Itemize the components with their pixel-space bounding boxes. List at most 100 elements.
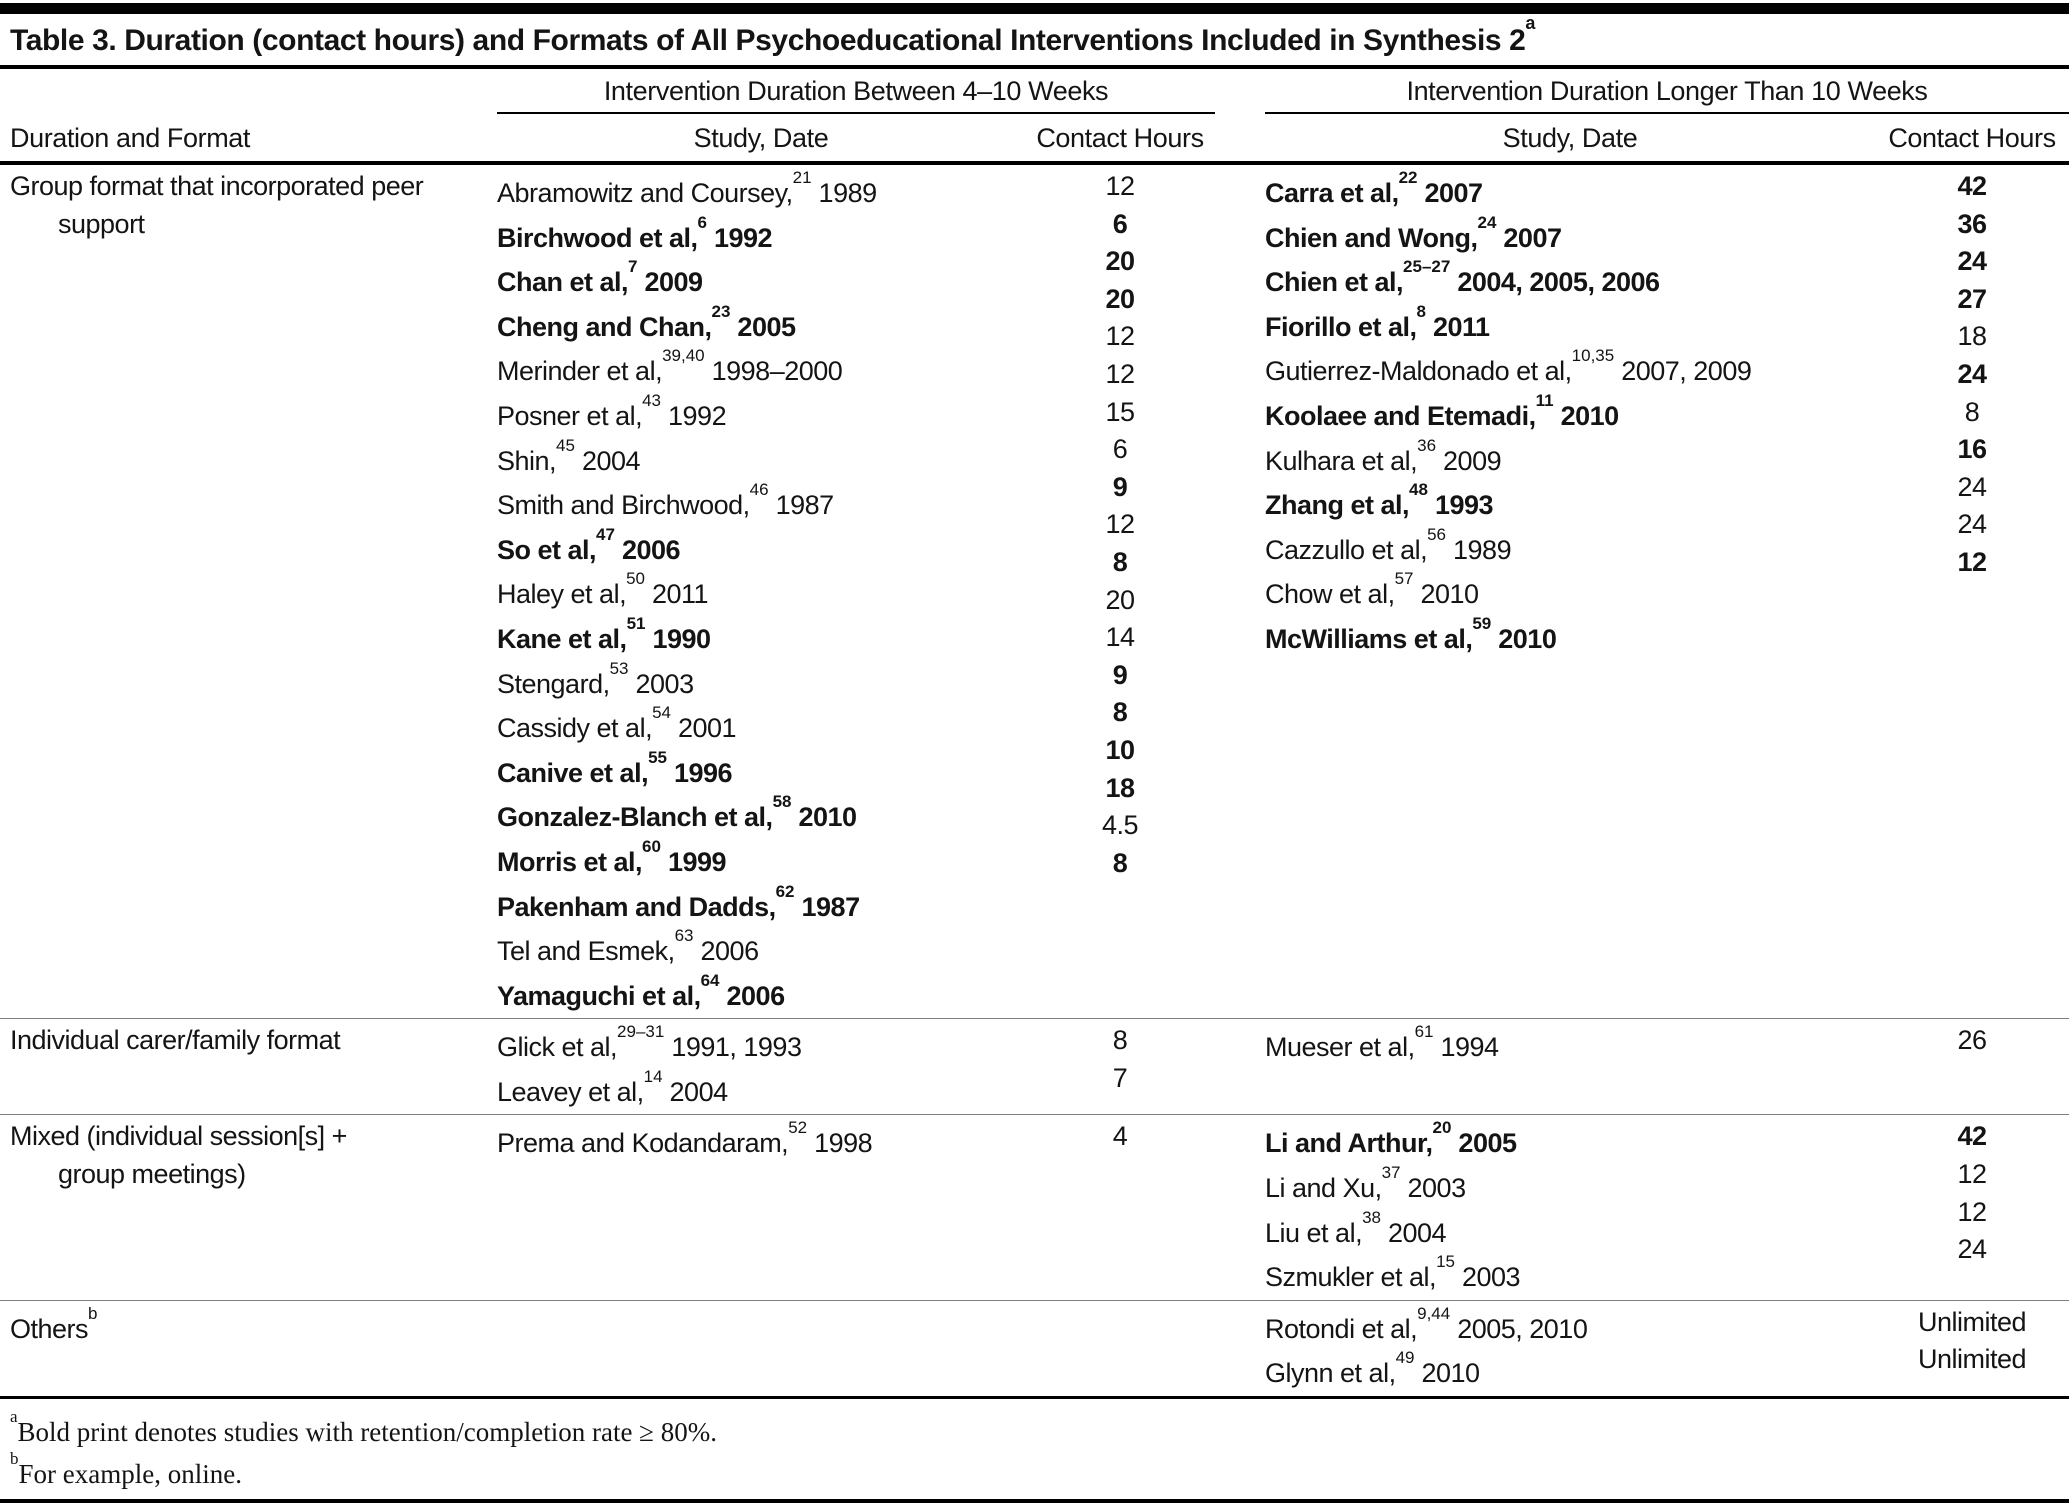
reference-superscript: 47 <box>596 524 615 544</box>
contact-hours-value: 8 <box>1112 847 1128 878</box>
contact-hours-value: 42 <box>1957 1121 1987 1152</box>
reference-superscript: 38 <box>1362 1207 1381 1227</box>
study-entry: Glynn et al,49 2010 <box>1265 1348 1480 1389</box>
study-date-cell-group1 <box>497 1304 1025 1393</box>
contact-hours-value: 12 <box>1957 1159 1987 1190</box>
contact-hours-value: 6 <box>1112 434 1128 465</box>
contact-hours-value: 20 <box>1105 246 1135 277</box>
reference-superscript: 64 <box>700 970 720 990</box>
footnote-a: aBold print denotes studies with retenti… <box>10 1406 2059 1450</box>
study-entry: Chow et al,57 2010 <box>1265 569 1479 610</box>
study-entry: Cazzullo et al,56 1989 <box>1265 524 1512 565</box>
table-title: Table 3. Duration (contact hours) and Fo… <box>10 13 1535 57</box>
study-entry: Mueser et al,61 1994 <box>1265 1022 1499 1063</box>
contact-hours-value: 12 <box>1957 546 1987 577</box>
reference-superscript: 60 <box>642 836 661 856</box>
column-gap <box>1215 1022 1265 1111</box>
reference-superscript: 54 <box>652 703 671 723</box>
study-entry: So et al,47 2006 <box>497 524 681 565</box>
reference-superscript: 48 <box>1409 480 1428 500</box>
footnote-a-marker: a <box>10 1406 18 1426</box>
contact-hours-value: 8 <box>1112 1025 1128 1056</box>
format-line: support <box>58 208 145 239</box>
format-cell: Group format that incorporated peer suppo… <box>0 168 497 1015</box>
footnote-b-text: For example, online. <box>18 1458 242 1489</box>
column-header-row: Duration and Format Study, Date Contact … <box>0 114 2069 161</box>
reference-superscript: 9,44 <box>1417 1303 1451 1323</box>
study-entry: Glick et al,29–31 1991, 1993 <box>497 1022 802 1063</box>
study-date-cell-group1: Prema and Kodandaram,52 1998 <box>497 1118 1025 1296</box>
reference-superscript: 46 <box>749 480 769 500</box>
reference-superscript: 56 <box>1427 524 1447 544</box>
study-entry: Shin,45 2004 <box>497 435 641 476</box>
contact-hours-cell-group1: 4 <box>1025 1118 1215 1296</box>
title-rule <box>0 65 2069 69</box>
table-title-text: Table 3. Duration (contact hours) and Fo… <box>10 24 1526 57</box>
contact-hours-value: 8 <box>1964 396 1980 427</box>
reference-superscript: 62 <box>775 881 795 901</box>
reference-superscript: 49 <box>1395 1348 1415 1368</box>
study-entry: Chan et al,7 2009 <box>497 257 703 298</box>
contact-hours-cell-group1 <box>1025 1304 1215 1393</box>
contact-hours-value: 24 <box>1957 509 1987 540</box>
format-line: Mixed (individual session[s] + <box>10 1121 347 1152</box>
reference-superscript: 36 <box>1417 435 1437 455</box>
contact-hours-value: 12 <box>1105 358 1135 389</box>
study-entry: Leavey et al,14 2004 <box>497 1066 728 1107</box>
reference-superscript: 52 <box>788 1118 808 1138</box>
reference-superscript: 29–31 <box>617 1022 665 1042</box>
column-header-study-date-2: Study, Date <box>1502 123 1638 153</box>
format-cell: Mixed (individual session[s] + group meet… <box>0 1118 497 1296</box>
top-black-bar <box>0 3 2069 14</box>
reference-superscript: 43 <box>642 390 662 410</box>
reference-superscript: 22 <box>1398 168 1418 187</box>
contact-hours-value: 6 <box>1112 208 1128 239</box>
study-entry: Chien et al,25–27 2004, 2005, 2006 <box>1265 257 1660 298</box>
study-entry: Szmukler et al,15 2003 <box>1265 1252 1521 1293</box>
study-date-cell-group1: Abramowitz and Coursey,21 1989 Birchwood … <box>497 168 1025 1015</box>
column-gap <box>1215 1118 1265 1296</box>
study-entry: Cassidy et al,54 2001 <box>497 703 737 744</box>
study-entry: Pakenham and Dadds,62 1987 <box>497 881 860 922</box>
contact-hours-value: 20 <box>1105 283 1135 314</box>
format-line: group meetings) <box>58 1159 246 1190</box>
contact-hours-value: 24 <box>1957 1234 1987 1265</box>
study-date-cell-group2: Mueser et al,61 1994 <box>1265 1022 1875 1111</box>
format-footnote-marker: b <box>88 1303 98 1323</box>
contact-hours-value: 24 <box>1957 471 1987 502</box>
contact-hours-cell-group2: Unlimited Unlimited <box>1875 1304 2069 1393</box>
reference-superscript: 58 <box>772 792 792 812</box>
study-entry: Chien and Wong,24 2007 <box>1265 212 1562 253</box>
study-entry: Stengard,53 2003 <box>497 658 694 699</box>
contact-hours-value: 8 <box>1112 697 1128 728</box>
study-entry: Haley et al,50 2011 <box>497 569 709 610</box>
study-date-cell-group2: Rotondi et al,9,44 2005, 2010 Glynn et al… <box>1265 1304 1875 1393</box>
study-entry: Carra et al,22 2007 <box>1265 168 1483 208</box>
column-header-study-date-1: Study, Date <box>693 123 829 153</box>
reference-superscript: 11 <box>1535 390 1554 410</box>
contact-hours-value: 12 <box>1957 1196 1987 1227</box>
column-gap <box>1215 1304 1265 1393</box>
format-line: Othersb <box>10 1303 98 1344</box>
study-entry: Fiorillo et al,8 2011 <box>1265 301 1490 342</box>
contact-hours-value: 27 <box>1957 283 1987 314</box>
study-entry: Cheng and Chan,23 2005 <box>497 301 796 342</box>
contact-hours-cell-group1: 12 6 20 20 12 12 15 6 9 12 8 20 14 9 8 10 18 4.5 8 <box>1025 168 1215 1015</box>
study-date-cell-group2: Li and Arthur,20 2005 Li and Xu,37 2003 Li… <box>1265 1118 1875 1296</box>
contact-hours-value: 16 <box>1957 434 1987 465</box>
reference-superscript: 14 <box>643 1066 663 1086</box>
study-entry: McWilliams et al,59 2010 <box>1265 613 1557 654</box>
reference-superscript: 55 <box>648 747 667 767</box>
footnote-a-text: Bold print denotes studies with retentio… <box>17 1416 717 1447</box>
contact-hours-value: 12 <box>1105 321 1135 352</box>
study-date-cell-group2: Carra et al,22 2007 Chien and Wong,24 200… <box>1265 168 1875 1015</box>
format-line: Group format that incorporated peer <box>10 171 424 201</box>
contact-hours-value: 42 <box>1957 171 1987 201</box>
spanner-spacer <box>0 76 497 114</box>
contact-hours-value: 24 <box>1957 358 1987 389</box>
contact-hours-cell-group2: 26 <box>1875 1022 2069 1111</box>
reference-superscript: 6 <box>697 212 707 232</box>
column-group-longer-10-weeks: Intervention Duration Longer Than 10 Wee… <box>1265 76 2069 114</box>
study-entry: Yamaguchi et al,64 2006 <box>497 970 785 1011</box>
contact-hours-value: 18 <box>1105 772 1135 803</box>
